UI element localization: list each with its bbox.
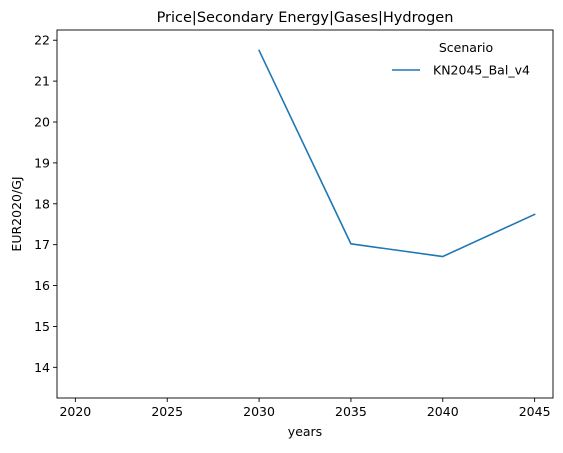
x-tick-label: 2045 [519,404,551,419]
y-axis-title: EUR2020/GJ [9,176,24,251]
y-tick-label: 18 [34,196,50,211]
y-tick-label: 14 [34,360,50,375]
series-line-0 [258,49,536,258]
legend: Scenario KN2045_Bal_v4 [392,40,530,78]
plot-frame [56,29,554,399]
x-tick-label: 2040 [427,404,459,419]
y-tick-label: 15 [34,319,50,334]
y-tick-label: 16 [34,278,50,293]
y-tick-label: 20 [34,115,50,130]
x-axis-title: years [288,424,322,439]
x-tick-label: 2035 [335,404,367,419]
y-tick-label: 22 [34,33,50,48]
legend-entries: KN2045_Bal_v4 [392,63,530,78]
series-layer [258,49,536,258]
x-tick-label: 2030 [243,404,275,419]
x-tick-label: 2025 [151,404,183,419]
y-tick-label: 19 [34,155,50,170]
chart-title: Price|Secondary Energy|Gases|Hydrogen [157,10,454,26]
x-axis: 2020 2025 2030 2035 2040 2045 [59,398,551,419]
y-tick-label: 21 [34,74,50,89]
x-tick-label: 2020 [59,404,91,419]
plot-area [56,29,554,399]
y-axis: 14 15 16 17 18 19 20 21 22 [34,33,57,375]
legend-title: Scenario [439,40,493,55]
legend-entry-label: KN2045_Bal_v4 [433,63,530,78]
y-tick-label: 17 [34,237,50,252]
